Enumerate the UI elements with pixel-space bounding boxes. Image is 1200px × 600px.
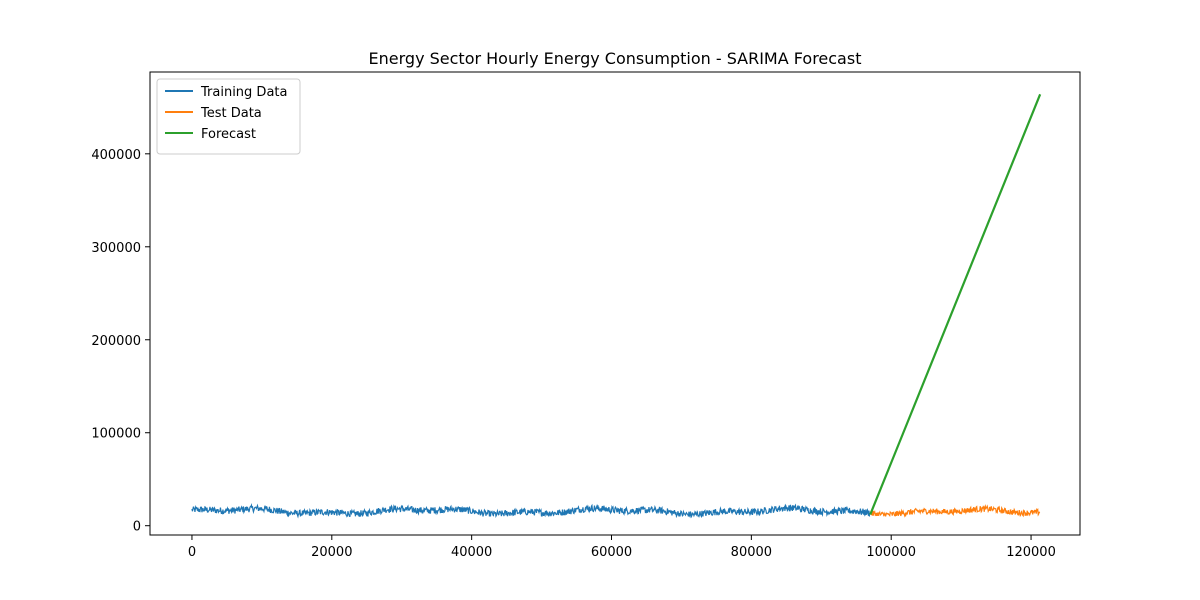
x-tick-label: 60000 xyxy=(591,545,632,560)
legend-label: Forecast xyxy=(201,127,256,142)
x-tick-label: 100000 xyxy=(866,545,916,560)
y-tick-label: 100000 xyxy=(91,427,141,442)
series-line-training-data xyxy=(191,503,871,519)
series-line-forecast xyxy=(869,93,1042,515)
plot-area xyxy=(191,93,1042,519)
y-tick-label: 300000 xyxy=(91,241,141,256)
series-line-test-data xyxy=(869,504,1041,518)
x-tick-label: 40000 xyxy=(451,545,492,560)
x-tick-label: 20000 xyxy=(311,545,352,560)
axes: 0 20000 40000 60000 80000 100000 120000 0 100000… xyxy=(91,71,1081,560)
legend-label: Test Data xyxy=(200,106,262,121)
chart-title: Energy Sector Hourly Energy Consumption … xyxy=(369,49,862,68)
plot-frame xyxy=(149,71,1081,536)
legend: Training Data Test Data Forecast xyxy=(156,78,301,155)
x-tick-label: 120000 xyxy=(1006,545,1056,560)
y-tick-label: 0 xyxy=(133,520,141,535)
y-tick-label: 200000 xyxy=(91,334,141,349)
y-tick-label: 400000 xyxy=(91,148,141,163)
x-tick-label: 0 xyxy=(188,545,196,560)
x-tick-label: 80000 xyxy=(731,545,772,560)
legend-box xyxy=(156,78,301,155)
legend-label: Training Data xyxy=(200,85,287,100)
